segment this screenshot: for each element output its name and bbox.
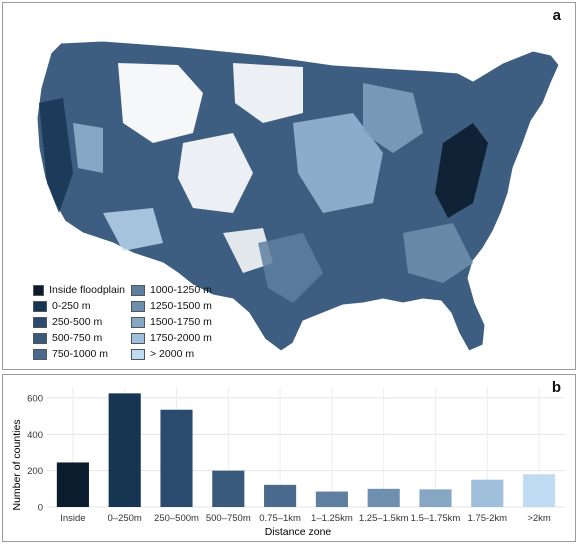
bar-chart: 0 200 400 600 Inside 0–250m 250–500m 500–750m 0.… [11, 387, 565, 538]
x-tick-label: 500–750m [206, 513, 251, 524]
bar [523, 474, 556, 507]
legend-item: 250-500 m [33, 315, 125, 329]
legend-label: 250-500 m [52, 316, 103, 328]
y-tick-label: 600 [27, 393, 43, 404]
legend-swatch [131, 316, 145, 328]
bar [160, 409, 193, 507]
bar [108, 393, 141, 507]
legend-label: 1250-1500 m [150, 300, 212, 312]
no-data-region-west [118, 63, 203, 143]
legend-item: 0-250 m [33, 299, 125, 313]
legend-item: 750-1000 m [33, 347, 125, 361]
legend-swatch [131, 300, 145, 312]
x-tick-label: Inside [60, 513, 85, 524]
x-tick-label: 1–1.25km [311, 513, 353, 524]
bar-layer [56, 393, 556, 507]
panel-a-letter: a [552, 7, 561, 24]
light-zone-midwest [363, 83, 423, 153]
legend-label: > 2000 m [150, 348, 195, 360]
us-county-map [36, 40, 560, 352]
legend-item: 500-750 m [33, 331, 125, 345]
x-tick-label: 1.25–1.5km [359, 513, 409, 524]
legend-swatch [33, 332, 47, 344]
y-tick-label: 0 [38, 503, 43, 514]
no-data-region-mountain [178, 133, 253, 213]
legend-swatch [131, 332, 145, 344]
bar [315, 491, 348, 507]
x-tick-label: 1.75-2km [467, 513, 507, 524]
x-axis-label: Distance zone [265, 526, 332, 538]
y-tick-label: 400 [27, 430, 43, 441]
light-zone-nevada [73, 123, 103, 173]
legend-item: 1250-1500 m [131, 299, 243, 313]
legend-swatch [33, 348, 47, 360]
light-zone-texas [258, 233, 323, 303]
bar [56, 462, 89, 507]
no-data-region-plains [233, 63, 303, 123]
legend-swatch [33, 284, 45, 296]
bar [419, 489, 452, 507]
legend-item: 1750-2000 m [131, 331, 243, 345]
x-tick-label: 1.5–1.75km [411, 513, 461, 524]
x-tick-label: 0–250m [108, 513, 142, 524]
legend-label: 1000-1250 m [150, 284, 212, 296]
y-axis-label: Number of counties [11, 419, 23, 510]
light-zone-southeast [403, 223, 473, 283]
legend-label: Inside floodplain [49, 284, 125, 296]
legend-swatch [33, 300, 47, 312]
legend-swatch [131, 284, 145, 296]
legend-label: 1500-1750 m [150, 316, 212, 328]
map-panel: a Inside floodplain 1000-1250 m 0-250 m … [2, 2, 576, 370]
legend-swatch [33, 316, 47, 328]
legend-label: 1750-2000 m [150, 332, 212, 344]
dark-zone-west-coast [39, 98, 73, 213]
no-data-region-south [223, 228, 273, 273]
legend-item: 1000-1250 m [131, 283, 243, 297]
legend-label: 500-750 m [52, 332, 103, 344]
legend-item: > 2000 m [131, 347, 243, 361]
tick-layer: 0 200 400 600 Inside 0–250m 250–500m 500–750m 0.… [27, 393, 551, 524]
legend-label: 0-250 m [52, 300, 91, 312]
bar [264, 484, 297, 507]
x-tick-label: 0.75–1km [259, 513, 301, 524]
bar [471, 479, 504, 507]
legend-item: 1500-1750 m [131, 315, 243, 329]
dark-zone-appalachia [435, 123, 488, 218]
legend-swatch [131, 348, 145, 360]
bar-chart-panel: b 0 200 400 600 Inside 0–250m 250–500m 500–750m… [2, 374, 576, 542]
legend-item: Inside floodplain [33, 283, 125, 297]
light-zone-central [293, 113, 383, 213]
y-tick-label: 200 [27, 466, 43, 477]
x-tick-label: >2km [527, 513, 551, 524]
panel-b-letter: b [551, 379, 561, 396]
light-zone-desert [103, 208, 163, 251]
bar [367, 488, 400, 507]
legend-label: 750-1000 m [52, 348, 109, 360]
x-tick-label: 250–500m [154, 513, 199, 524]
bar [212, 470, 245, 507]
map-legend: Inside floodplain 1000-1250 m 0-250 m 12… [33, 283, 243, 361]
